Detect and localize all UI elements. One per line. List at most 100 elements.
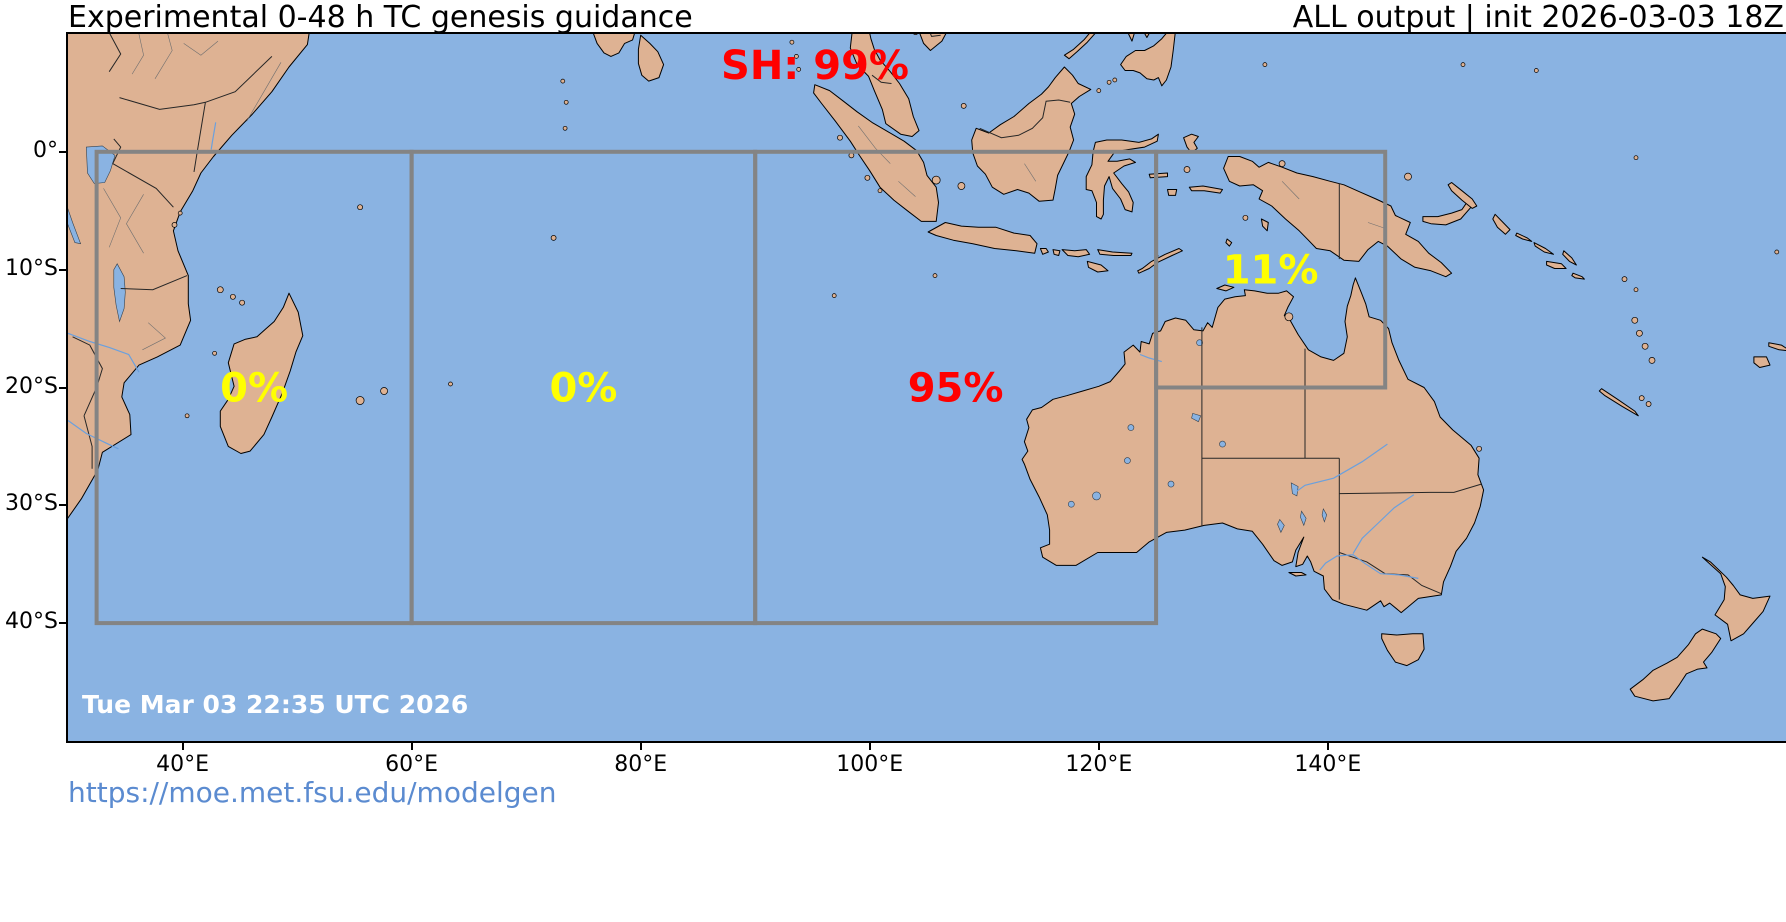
landmass-sula xyxy=(1148,172,1168,179)
lake-victoria xyxy=(85,145,116,184)
small-island xyxy=(1533,68,1539,73)
landmass-mindanao xyxy=(1120,34,1176,87)
small-island xyxy=(932,273,938,278)
landmass-negros xyxy=(1128,34,1135,42)
y-tick-label: 20°S xyxy=(5,373,58,399)
x-tick-mark xyxy=(410,743,413,750)
small-island xyxy=(960,103,967,109)
map-canvas: 0% 0% 95% 11% SH: 99% Tue Mar 03 22:35 UTC … xyxy=(68,34,1786,741)
admin-border-line xyxy=(898,181,916,197)
admin-border-line xyxy=(1367,222,1386,229)
small-island xyxy=(1631,316,1639,324)
admin-border-line xyxy=(126,194,144,254)
landmass-guadalcanal xyxy=(1546,260,1567,269)
small-island xyxy=(913,34,918,35)
small-island xyxy=(1106,79,1112,85)
landmass-flores xyxy=(1097,249,1133,256)
region-probability-label: 95% xyxy=(908,366,1004,412)
admin-border-line xyxy=(246,62,282,122)
landmass-bohol xyxy=(1144,34,1150,38)
region-probability-label: 11% xyxy=(1223,248,1319,294)
small-island xyxy=(1112,77,1118,83)
lake-gairdner xyxy=(1277,518,1285,534)
admin-border-line xyxy=(1024,163,1037,182)
lake-dot xyxy=(1127,424,1135,431)
small-island xyxy=(1242,214,1249,221)
small-island xyxy=(1460,62,1466,67)
x-tick-label: 120°E xyxy=(1065,752,1133,777)
source-url-link[interactable]: https://moe.met.fsu.edu/modelgen xyxy=(68,776,557,809)
small-island xyxy=(837,134,843,141)
genesis-region-layer: 0% 0% 95% 11% xyxy=(94,149,1388,626)
small-island xyxy=(831,293,837,298)
landmass-bougainville xyxy=(1492,213,1511,235)
landmass-newireland xyxy=(1447,182,1478,209)
lake-frome xyxy=(1321,508,1328,523)
lake-dot xyxy=(1167,480,1175,488)
y-tick-mark xyxy=(59,622,66,625)
river-line xyxy=(1352,494,1415,554)
y-tick-mark xyxy=(59,386,66,389)
x-tick-mark xyxy=(868,743,871,750)
small-island xyxy=(796,67,802,72)
y-tick-label: 10°S xyxy=(5,255,58,281)
landmass-nzsouth xyxy=(1629,628,1722,702)
landmass-newcaledonia xyxy=(1598,388,1639,417)
small-island xyxy=(184,413,190,419)
x-tick-label: 80°E xyxy=(614,752,668,777)
small-island xyxy=(171,222,178,228)
landmass-kangaroo xyxy=(1288,572,1307,577)
landmass-bali xyxy=(1039,248,1049,255)
landmass-halmahera xyxy=(1183,133,1199,154)
x-tick-mark xyxy=(1097,743,1100,750)
small-island xyxy=(794,54,799,59)
lake-dot xyxy=(1196,339,1203,347)
small-island xyxy=(212,350,217,356)
small-island xyxy=(1096,88,1102,93)
landmass-sumba xyxy=(1086,260,1109,273)
landmass-africa xyxy=(68,34,310,519)
landmass-seram xyxy=(1188,185,1223,194)
landmass-tasmania xyxy=(1381,633,1425,667)
small-island xyxy=(355,396,365,405)
lake-layer xyxy=(68,145,1328,534)
landmass-india xyxy=(593,34,635,57)
x-tick-mark xyxy=(1326,743,1329,750)
small-island xyxy=(1476,445,1482,452)
border-line xyxy=(108,34,122,72)
landmass-timor xyxy=(1137,248,1183,274)
landmass-newbritain xyxy=(1422,200,1472,226)
lake-torrens xyxy=(1300,510,1307,527)
landmass-sumbawa xyxy=(1061,249,1091,258)
small-island xyxy=(1262,62,1268,67)
small-island xyxy=(1621,276,1628,282)
landmass-indochina xyxy=(919,34,947,51)
landmass-australia xyxy=(1021,277,1485,614)
small-island xyxy=(789,39,795,45)
y-tick-mark xyxy=(59,504,66,507)
landmass-borneo xyxy=(971,66,1092,202)
x-tick-label: 140°E xyxy=(1294,752,1362,777)
admin-border-line xyxy=(142,322,166,351)
init-info: ALL output | init 2026-03-03 18Z xyxy=(1292,0,1784,35)
border-line xyxy=(72,336,103,417)
small-island xyxy=(864,174,871,181)
small-island xyxy=(230,293,236,300)
lake-dot xyxy=(1219,440,1226,448)
admin-border-line xyxy=(183,40,219,56)
small-island xyxy=(1636,329,1643,337)
landmass-java xyxy=(927,222,1038,254)
small-island xyxy=(931,175,941,185)
region-probability-label: 0% xyxy=(549,366,617,412)
x-tick-mark xyxy=(181,743,184,750)
landmass-newguinea xyxy=(1223,156,1453,278)
landmass-palawan xyxy=(1063,34,1096,60)
region-box-arafura-coral-sea xyxy=(1154,149,1388,390)
small-island xyxy=(957,182,966,190)
river-line xyxy=(1296,443,1388,492)
small-island xyxy=(216,286,224,294)
y-tick-mark xyxy=(59,150,66,153)
landmass-santaisabel xyxy=(1533,242,1554,255)
small-island xyxy=(1284,312,1294,322)
landmass-choiseul xyxy=(1515,232,1533,242)
